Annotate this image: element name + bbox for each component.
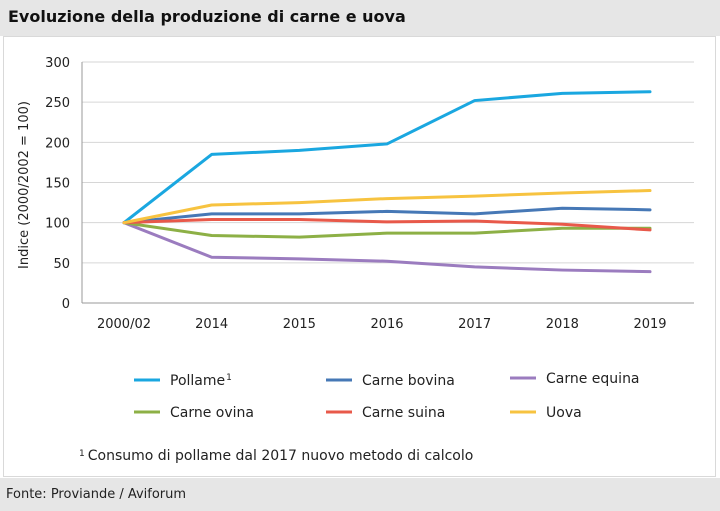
legend-label-text: Carne equina [546,371,640,387]
y-tick-label: 200 [45,136,70,151]
legend-label: Carne equina [546,371,640,387]
title-bar: Evoluzione della produzione di carne e u… [0,0,720,36]
footer: Fonte: Proviande / Aviforum [0,478,720,511]
legend-label: Carne suina [362,405,445,421]
x-tick-label: 2018 [546,317,579,332]
legend-superscript: 1 [226,373,232,383]
legend-label: Carne bovina [362,373,455,389]
y-tick-label: 0 [62,297,70,312]
y-tick-label: 50 [53,257,70,272]
x-tick-label: 2017 [458,317,491,332]
source-label: Fonte: Proviande / Aviforum [6,487,187,502]
legend-item: Pollame1 [134,373,232,389]
legend-label-text: Uova [546,405,582,421]
footnote-mark: 1 [79,449,85,459]
legend-label-text: Pollame [170,373,225,389]
x-tick-label: 2000/02 [97,317,151,332]
legend-item: Carne suina [326,405,445,421]
tick-labels: 0 50 100 150 200 250 300 2000/02 2014 2015 2016 201… [45,56,666,332]
footnote: 1 Consumo di pollame dal 2017 nuovo metod… [79,448,473,464]
series-line [122,221,652,274]
legend-item: Carne bovina [326,373,455,389]
x-tick-label: 2015 [283,317,316,332]
legend-item: Uova [510,405,582,421]
series-line [122,189,652,225]
y-tick-label: 300 [45,56,70,71]
series-lines [122,90,652,274]
line-chart: 0 50 100 150 200 250 300 2000/02 2014 2015 2016 201… [17,56,694,464]
chart-title: Evoluzione della produzione di carne e u… [8,7,406,26]
legend-label-text: Carne suina [362,405,445,421]
legend-label-text: Carne ovina [170,405,254,421]
legend-item: Carne equina [510,371,640,387]
y-tick-label: 250 [45,96,70,111]
axes [81,62,694,304]
y-axis-label: Indice (2000/2002 = 100) [17,101,32,269]
legend-label-text: Carne bovina [362,373,455,389]
gridlines [82,61,694,264]
y-tick-label: 100 [45,217,70,232]
y-tick-label: 150 [45,177,70,192]
x-tick-label: 2014 [195,317,228,332]
x-tick-label: 2016 [370,317,403,332]
legend-label: Uova [546,405,582,421]
legend-item: Carne ovina [134,405,254,421]
legend-label: Pollame1 [170,373,232,389]
legend-label: Carne ovina [170,405,254,421]
chart-panel: 0 50 100 150 200 250 300 2000/02 2014 2015 2016 201… [3,36,716,477]
series-line [122,90,652,225]
footnote-text: Consumo di pollame dal 2017 nuovo metodo… [88,448,474,464]
x-tick-label: 2019 [633,317,666,332]
legend: Pollame1 Carne bovina Carne equina Carne ov… [134,371,640,421]
